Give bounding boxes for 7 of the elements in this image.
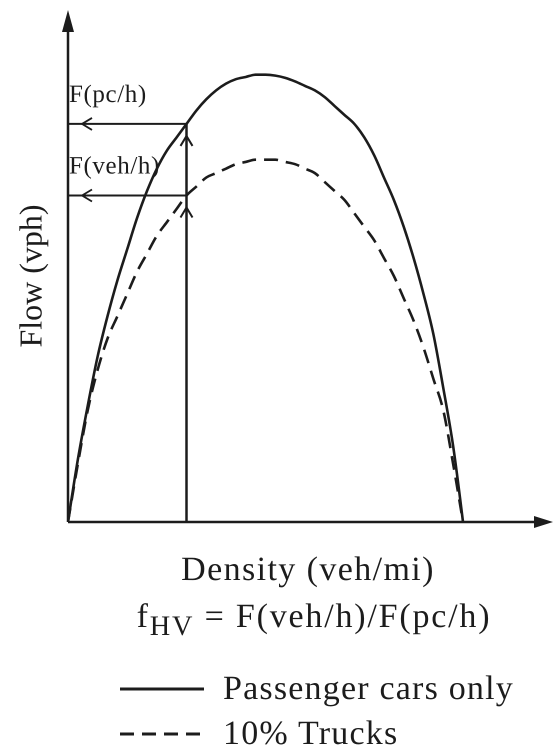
legend-label: 10% Trucks <box>223 714 398 752</box>
text: f$_{HV}$ = F(veh/h)/F(pc/h) <box>136 597 492 644</box>
x-axis-title: Density (veh/mi) <box>181 550 435 590</box>
ref-line-label: F(pc/h) <box>69 80 147 108</box>
legend-label: Passenger cars only <box>223 670 514 708</box>
ref-line-label: F(veh/h) <box>69 152 160 180</box>
y-axis-title: Flow (vph) <box>12 204 48 348</box>
